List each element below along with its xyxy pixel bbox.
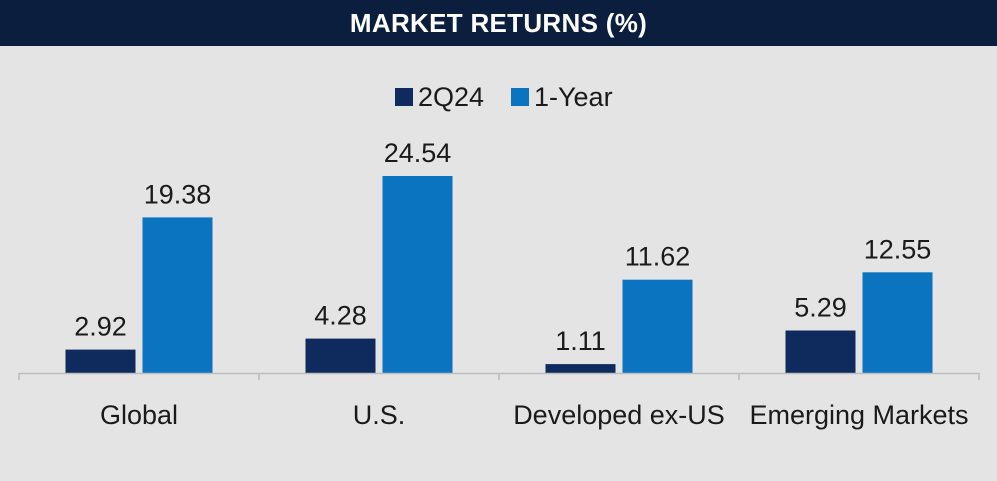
bar-2q24-developed-ex-us xyxy=(545,364,616,373)
bar-1-year-developed-ex-us xyxy=(622,279,693,373)
legend-swatch-1-year xyxy=(511,88,529,106)
bars-group xyxy=(65,176,933,373)
legend-swatch-2q24 xyxy=(395,88,413,106)
value-label-2q24-emerging-markets: 5.29 xyxy=(794,293,847,323)
value-label-2q24-developed-ex-us: 1.11 xyxy=(555,326,606,356)
value-label-2q24-u-s: 4.28 xyxy=(314,301,367,331)
x-axis: Global U.S. Developed ex-US Emerging Market… xyxy=(18,372,980,430)
x-tick-label-global: Global xyxy=(100,400,178,430)
value-labels-group: 2.92 19.38 4.28 24.54 1.11 11.62 5.29 12.55 xyxy=(74,138,931,356)
value-label-2q24-global: 2.92 xyxy=(74,312,127,342)
chart-title: MARKET RETURNS (%) xyxy=(349,7,648,38)
bar-2q24-u-s xyxy=(305,338,376,373)
x-tick-label-u-s: U.S. xyxy=(353,400,406,430)
legend: 2Q24 1-Year xyxy=(395,82,613,112)
value-label-1-year-global: 19.38 xyxy=(144,179,212,209)
bar-2q24-emerging-markets xyxy=(785,330,856,373)
x-tick-label-developed-ex-us: Developed ex-US xyxy=(513,400,725,430)
legend-label-1-year: 1-Year xyxy=(534,82,613,112)
x-tick-label-emerging-markets: Emerging Markets xyxy=(749,400,968,430)
legend-label-2q24: 2Q24 xyxy=(418,82,484,112)
value-label-1-year-emerging-markets: 12.55 xyxy=(864,234,932,264)
bar-1-year-emerging-markets xyxy=(862,272,933,373)
bar-1-year-u-s xyxy=(382,176,453,373)
bar-1-year-global xyxy=(142,217,213,373)
title-banner: MARKET RETURNS (%) xyxy=(0,0,997,46)
value-label-1-year-u-s: 24.54 xyxy=(384,138,452,168)
value-label-1-year-developed-ex-us: 11.62 xyxy=(625,242,691,272)
bar-2q24-global xyxy=(65,349,136,373)
